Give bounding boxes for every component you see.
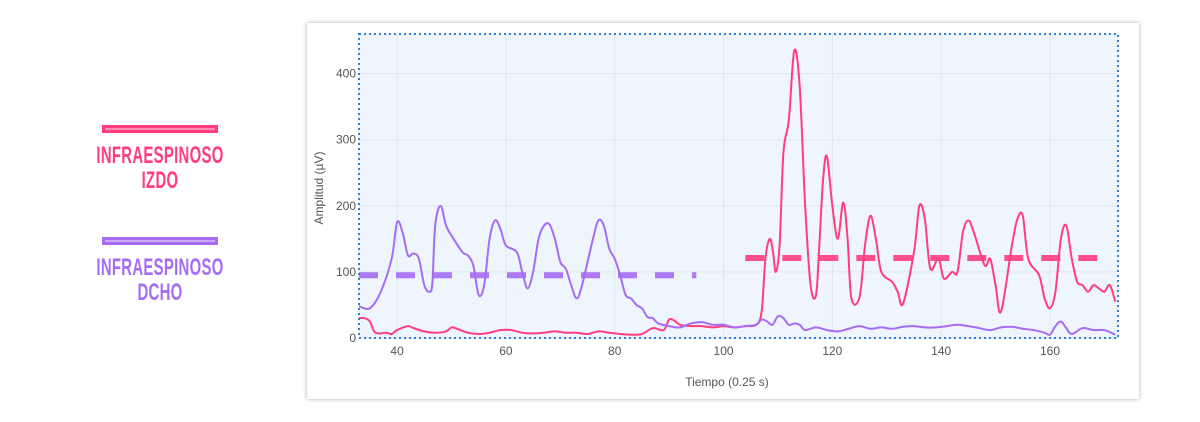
x-tick-label: 40 — [390, 344, 404, 358]
x-axis-label: Tiempo (0.25 s) — [685, 375, 769, 389]
y-axis-label: Amplitud (µV) — [312, 152, 326, 225]
chart-card: 40 60 80 100 120 140 160 0 100 200 300 400 Tiempo (… — [307, 23, 1139, 399]
y-tick-label: 0 — [349, 331, 356, 345]
series-group — [358, 48, 1117, 336]
y-tick-label: 300 — [336, 133, 356, 147]
legend-swatch-dcho — [102, 237, 218, 245]
x-tick-label: 140 — [931, 344, 951, 358]
series-line-dcho — [358, 204, 1116, 336]
plot-area — [359, 34, 1118, 338]
y-tick-label: 400 — [336, 67, 356, 81]
legend-label-izdo: INFRAESPINOSO IZDO — [96, 142, 224, 194]
legend-label-dcho: INFRAESPINOSO DCHO — [96, 254, 224, 306]
x-tick-label: 60 — [499, 344, 513, 358]
y-tick-label: 100 — [336, 265, 356, 279]
x-tick-label: 80 — [608, 344, 622, 358]
legend-item-dcho: INFRAESPINOSO DCHO — [80, 237, 240, 305]
plot-frame — [358, 33, 1119, 339]
legend-swatch-izdo — [102, 125, 218, 133]
x-tick-label: 100 — [714, 344, 734, 358]
y-tick-label: 200 — [336, 199, 356, 213]
x-tick-label: 160 — [1040, 344, 1060, 358]
chart: 40 60 80 100 120 140 160 0 100 200 300 400 Tiempo (… — [312, 33, 1119, 389]
legend-item-izdo: INFRAESPINOSO IZDO — [80, 125, 240, 193]
x-tick-label: 120 — [822, 344, 842, 358]
ticks: 40 60 80 100 120 140 160 0 100 200 300 400 — [336, 67, 1060, 358]
series-line-izdo — [358, 48, 1117, 336]
